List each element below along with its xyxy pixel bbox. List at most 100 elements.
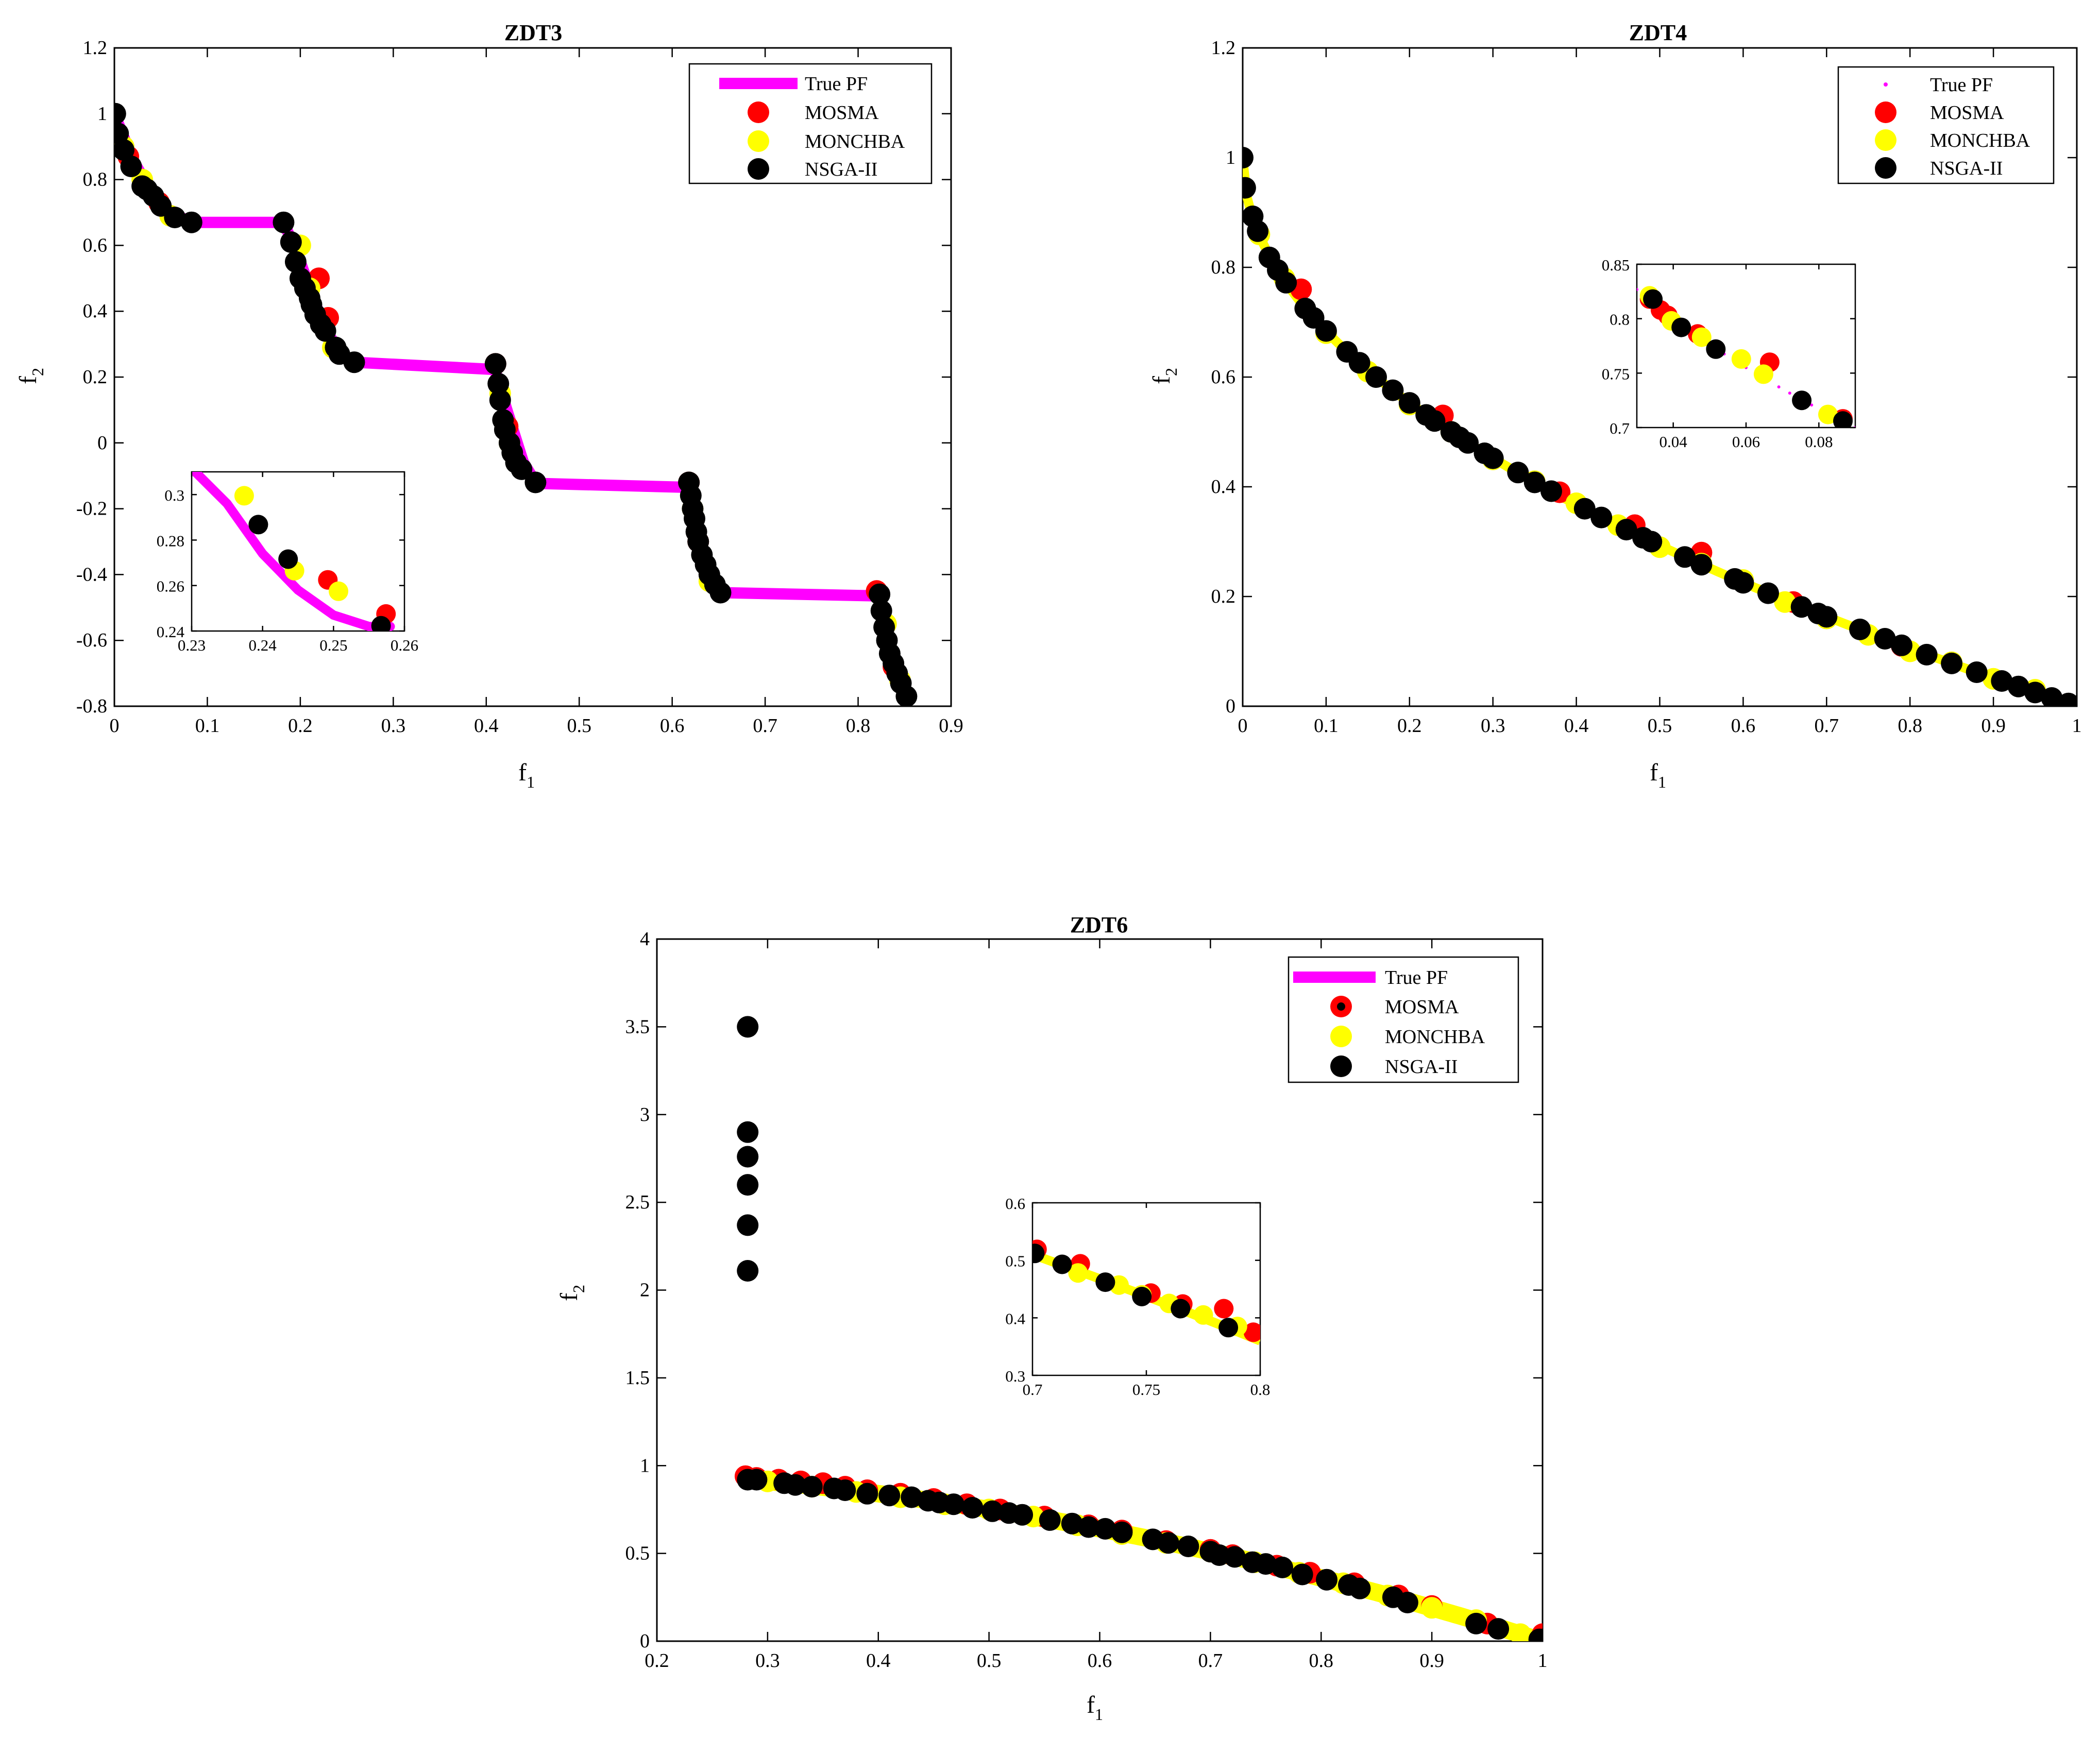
- zdt3-y-tick-label: -0.6: [76, 629, 107, 651]
- zdt4-inset-nsgaii-point: [1792, 390, 1812, 411]
- zdt3-y-tick-label: 0.6: [83, 234, 108, 256]
- zdt4-inset-monchba-point: [1731, 349, 1751, 369]
- zdt4-nsgaii-point: [1941, 652, 1963, 674]
- zdt3-inset-nsgaii-point: [278, 549, 298, 569]
- zdt4-inset-nsgaii-point: [1643, 289, 1663, 309]
- inset-true-pf-dot: [1777, 385, 1781, 389]
- zdt3-inset-monchba-point: [329, 581, 348, 601]
- zdt6-nsgaii-point: [1078, 1516, 1099, 1538]
- zdt3-inset-nsgaii-point: [248, 515, 268, 535]
- zdt4-chart: ZDT4 0 0.1 0.2 0.3 0.4 0.5 0.6 0.7 0.8 0.9 1 0 0.2 0.…: [1148, 20, 2082, 791]
- zdt6-nsgaii-point: [1157, 1532, 1179, 1554]
- zdt4-nsgaii-point: [1540, 480, 1562, 502]
- zdt4-nsgaii-point: [1590, 506, 1613, 529]
- zdt6-x-tick-label: 0.8: [1309, 1650, 1334, 1672]
- zdt4-x-label-text: f1: [1650, 759, 1666, 791]
- zdt4-nsgaii-point: [2007, 675, 2029, 697]
- zdt4-nsgaii-point: [1382, 379, 1404, 401]
- zdt4-data-marks: [1243, 147, 2077, 706]
- zdt4-nsgaii-point: [1457, 432, 1479, 454]
- zdt6-nsgaii-point: [1061, 1512, 1083, 1535]
- zdt4-x-tick-label: 0.7: [1815, 715, 1839, 737]
- zdt6-inset-nsgaii-point: [1171, 1299, 1191, 1319]
- zdt6-nsgaii-point: [784, 1474, 806, 1496]
- zdt6-inset-monchba-point: [1193, 1305, 1213, 1325]
- zdt6-nsgaii-point: [1272, 1556, 1293, 1578]
- zdt6-y-tick-label: 3: [640, 1104, 650, 1126]
- zdt3-legend: True PF MOSMA MONCHBA NSGA-II: [688, 63, 933, 184]
- true-pf-segment: [531, 478, 695, 493]
- zdt4-nsgaii-point: [1247, 220, 1269, 242]
- zdt6-nsgaii-point: [901, 1486, 923, 1508]
- zdt6-y-label-text: f2: [555, 1285, 588, 1301]
- zdt3-nsgaii-point: [343, 351, 365, 373]
- zdt4-y-tick-label: 1: [1226, 147, 1235, 168]
- zdt6-nsgaii-point: [961, 1497, 984, 1519]
- zdt6-inset-y-tick-label: 0.6: [1005, 1195, 1025, 1213]
- zdt6-nsgaii-point: [737, 1260, 759, 1282]
- zdt6-x-tick-label: 0.3: [755, 1650, 780, 1672]
- zdt4-nsgaii-point: [1398, 392, 1420, 414]
- zdt3-nsgaii-point: [114, 103, 126, 125]
- zdt3-axes: 0 0.1 0.2 0.3 0.4 0.5 0.6 0.7 0.8 0.9 -0.8 -0.6 -0.4…: [76, 37, 963, 737]
- zdt3-inset-y-tick-label: 0.3: [164, 486, 184, 504]
- legend-monchba: MONCHBA: [1385, 1026, 1485, 1048]
- legend-mosma: MOSMA: [805, 102, 879, 124]
- zdt3-nsgaii-point: [180, 211, 202, 233]
- zdt3-x-tick-label: 0.9: [939, 715, 963, 737]
- zdt6-inset-monchba-point: [1068, 1263, 1088, 1283]
- zdt4-x-tick-label: 0.3: [1481, 715, 1505, 737]
- legend-nsga: NSGA-II: [805, 159, 877, 180]
- zdt6-title: ZDT6: [1070, 912, 1128, 938]
- zdt3-nsgaii-point: [314, 320, 336, 342]
- legend-nsga-marker: [1330, 1055, 1352, 1077]
- zdt3-inset-monchba-point: [234, 486, 254, 506]
- zdt4-nsgaii-point: [1315, 320, 1337, 342]
- zdt6-inset-mosma-point: [1214, 1299, 1234, 1319]
- zdt6-x-tick-label: 0.6: [1088, 1650, 1112, 1672]
- zdt3-inset-nsgaii-point: [371, 616, 391, 631]
- zdt4-y-tick-label: 0.8: [1211, 257, 1236, 278]
- legend-monchba: MONCHBA: [1930, 130, 2030, 151]
- zdt6-y-tick-label: 4: [640, 928, 650, 950]
- zdt4-nsgaii-point: [1790, 596, 1813, 618]
- zdt3-inset-x-tick-label: 0.23: [178, 636, 206, 654]
- zdt3-x-tick-label: 0.7: [753, 715, 777, 737]
- zdt6-x-tick-label: 0.5: [977, 1650, 1002, 1672]
- zdt3-x-tick-label: 0.3: [381, 715, 406, 737]
- zdt3-y-tick-label: 0.8: [83, 169, 108, 191]
- zdt6-inset-nsgaii-point: [1132, 1287, 1152, 1306]
- zdt6-legend: True PF MOSMA MONCHBA NSGA-II: [1288, 956, 1519, 1083]
- zdt3-nsgaii-point: [114, 139, 134, 161]
- zdt3-y-tick-label: -0.8: [76, 695, 107, 717]
- zdt3-y-label: f2: [14, 368, 47, 384]
- zdt6-inset-nsgaii-point: [1095, 1272, 1115, 1292]
- zdt3-inset: 0.23 0.24 0.25 0.260.240.260.280.3: [157, 472, 418, 654]
- legend-nsga-marker: [748, 158, 769, 180]
- zdt6-x-tick-label: 0.4: [866, 1650, 891, 1672]
- zdt6-nsgaii-point: [1532, 1628, 1543, 1641]
- zdt3-x-tick-label: 0.5: [567, 715, 591, 737]
- zdt3-chart: ZDT3 0 0.1 0.2 0.3 0.4 0.5 0.6 0.7 0.8 0.9 -0.8 -0.…: [14, 20, 963, 791]
- legend-monchba-marker: [748, 130, 769, 152]
- zdt4-x-tick-label: 0: [1238, 715, 1248, 737]
- zdt4-nsgaii-point: [1991, 670, 2013, 692]
- zdt3-y-tick-label: -0.4: [76, 564, 107, 585]
- zdt6-nsgaii-point: [737, 1174, 759, 1196]
- zdt6-inset-x-tick-label: 0.75: [1132, 1381, 1160, 1399]
- zdt4-inset: 0.04 0.06 0.08 0.7 0.75 0.8 0.85: [1602, 256, 1855, 451]
- zdt4-nsgaii-point: [1243, 177, 1256, 199]
- zdt3-y-tick-label: -0.2: [76, 498, 107, 520]
- zdt6-nsgaii-point: [1111, 1521, 1133, 1543]
- zdt4-nsgaii-point: [2041, 687, 2063, 706]
- zdt6-nsgaii-point: [737, 1214, 759, 1236]
- zdt6-x-tick-label: 0.7: [1198, 1650, 1223, 1672]
- zdt6-inset-y-tick-label: 0.5: [1005, 1252, 1025, 1270]
- inset-true-pf-dot: [1810, 403, 1814, 407]
- zdt6-y-tick-label: 0.5: [625, 1543, 650, 1564]
- legend-mosma-marker: [1875, 101, 1896, 123]
- zdt6-nsgaii-point: [1177, 1536, 1199, 1557]
- zdt4-nsgaii-point: [1573, 498, 1596, 520]
- zdt3-x-tick-label: 0.4: [474, 715, 499, 737]
- zdt6-inset-x-tick-label: 0.8: [1250, 1381, 1271, 1399]
